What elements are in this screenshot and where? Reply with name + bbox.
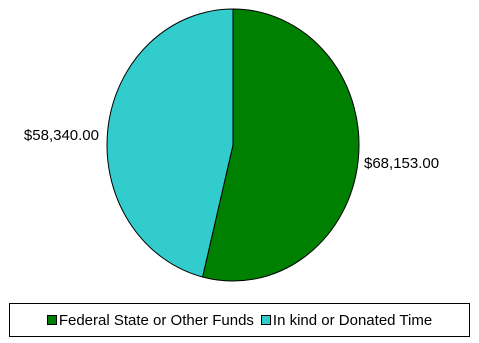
- pie-chart: $68,153.00 $58,340.00: [24, 8, 439, 282]
- data-label-in-kind: $58,340.00: [24, 127, 99, 144]
- legend-swatch-federal: [46, 315, 57, 325]
- legend-label-federal: Federal State or Other Funds: [58, 311, 254, 329]
- legend-label-in-kind: In kind or Donated Time: [272, 311, 433, 329]
- legend-swatch-in-kind: [260, 315, 271, 325]
- pie-slice-federal: [201, 8, 360, 282]
- legend: Federal State or Other Funds In kind or …: [9, 303, 470, 337]
- legend-item-in-kind: In kind or Donated Time: [260, 311, 433, 329]
- pie-slice-in-kind: [106, 8, 234, 278]
- legend-item-federal: Federal State or Other Funds: [46, 311, 254, 329]
- data-label-federal: $68,153.00: [364, 155, 439, 172]
